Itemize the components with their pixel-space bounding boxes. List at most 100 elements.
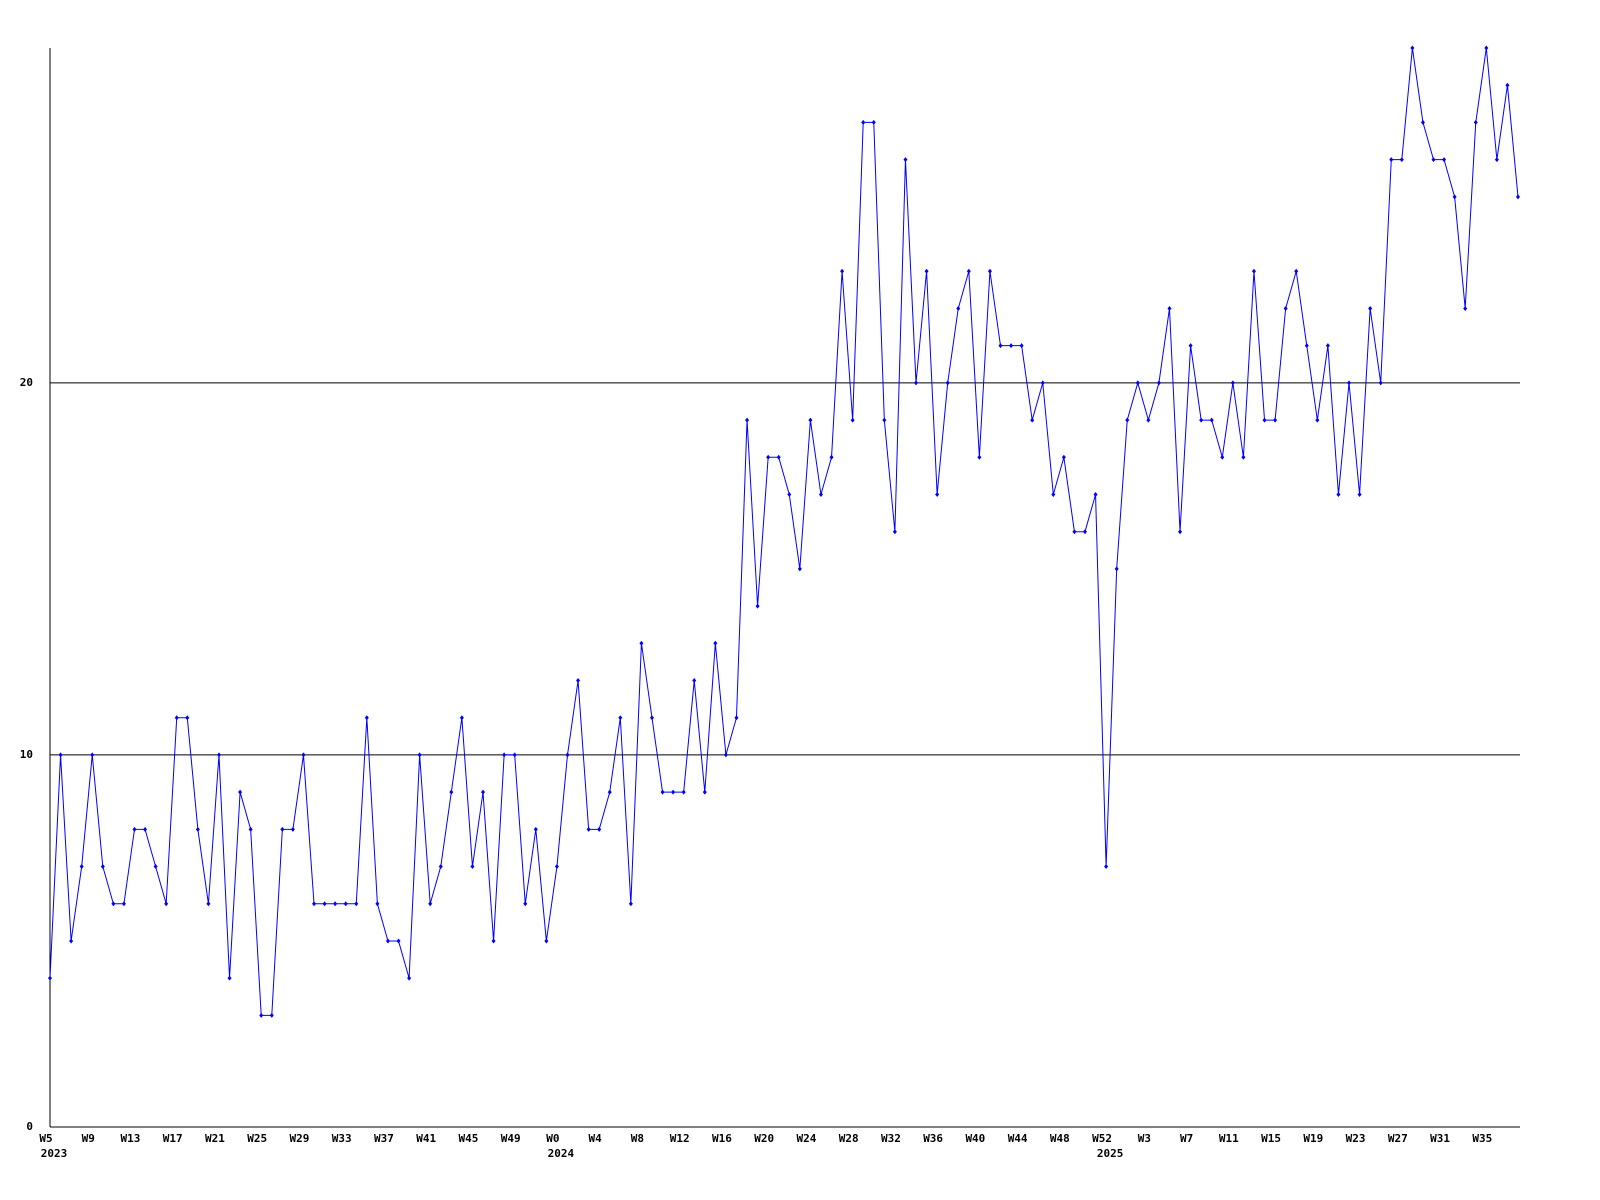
x-tick-label: W52: [1092, 1132, 1112, 1145]
x-tick-label: W49: [501, 1132, 521, 1145]
data-point: [861, 119, 866, 125]
data-point: [1347, 380, 1352, 386]
data-point: [333, 901, 338, 907]
data-point: [1484, 45, 1489, 51]
data-point: [523, 901, 528, 907]
data-point: [871, 119, 876, 125]
data-point: [491, 938, 496, 944]
data-point: [143, 826, 148, 832]
data-point: [924, 268, 929, 274]
data-point: [459, 715, 464, 721]
data-point: [301, 752, 306, 758]
x-tick-label: W25: [247, 1132, 267, 1145]
data-point: [966, 268, 971, 274]
data-point: [512, 752, 517, 758]
data-point: [375, 901, 380, 907]
data-point: [174, 715, 179, 721]
data-point: [671, 789, 676, 795]
data-point: [628, 901, 633, 907]
data-point: [1516, 194, 1520, 200]
data-point: [554, 864, 559, 870]
data-point: [1473, 119, 1478, 125]
data-point: [1378, 380, 1383, 386]
data-point: [1199, 417, 1204, 423]
x-tick-label: W23: [1346, 1132, 1366, 1145]
data-point: [185, 715, 190, 721]
data-point: [797, 566, 802, 572]
data-point: [1262, 417, 1267, 423]
x-tick-label: W44: [1008, 1132, 1028, 1145]
data-point: [121, 901, 126, 907]
year-label: 2023: [41, 1147, 68, 1160]
data-point: [1304, 343, 1309, 349]
data-point: [1463, 305, 1468, 311]
data-point: [1241, 454, 1246, 460]
data-point: [79, 864, 84, 870]
x-tick-label: W33: [332, 1132, 352, 1145]
data-point: [1368, 305, 1373, 311]
data-point: [58, 752, 63, 758]
data-point: [1040, 380, 1045, 386]
data-point: [1442, 157, 1447, 163]
data-point: [544, 938, 549, 944]
data-point: [396, 938, 401, 944]
data-point: [1420, 119, 1425, 125]
data-point: [48, 975, 52, 981]
data-point: [723, 752, 728, 758]
x-tick-label: W12: [670, 1132, 690, 1145]
data-point: [1093, 491, 1098, 497]
x-tick-label: W31: [1430, 1132, 1450, 1145]
x-tick-label: W4: [589, 1132, 603, 1145]
data-point: [153, 864, 158, 870]
x-tick-label: W41: [416, 1132, 436, 1145]
year-label: 2024: [548, 1147, 575, 1160]
data-point: [90, 752, 95, 758]
data-point: [312, 901, 317, 907]
x-tick-label: W32: [881, 1132, 901, 1145]
x-tick-label: W40: [965, 1132, 985, 1145]
x-tick-label: W19: [1303, 1132, 1323, 1145]
data-line: [49, 47, 1519, 1016]
data-point: [438, 864, 443, 870]
data-point: [808, 417, 813, 423]
data-point: [164, 901, 169, 907]
x-tick-label: W9: [82, 1132, 95, 1145]
data-point: [649, 715, 654, 721]
data-point: [1325, 343, 1330, 349]
x-tick-label: W8: [631, 1132, 644, 1145]
data-point: [195, 826, 200, 832]
data-point: [1494, 157, 1499, 163]
data-point: [227, 975, 232, 981]
data-point: [1336, 491, 1341, 497]
data-point: [449, 789, 454, 795]
data-point: [280, 826, 285, 832]
x-tick-label: W37: [374, 1132, 394, 1145]
data-point: [428, 901, 433, 907]
data-point: [1019, 343, 1024, 349]
x-tick-label: W13: [121, 1132, 141, 1145]
data-point: [502, 752, 507, 758]
x-tick-label: W20: [754, 1132, 774, 1145]
data-point: [576, 678, 581, 684]
data-point: [1082, 529, 1087, 535]
data-point: [987, 268, 992, 274]
data-point: [618, 715, 623, 721]
data-point: [660, 789, 665, 795]
x-tick-label: W11: [1219, 1132, 1239, 1145]
x-tick-label: W16: [712, 1132, 732, 1145]
x-tick-label: W28: [839, 1132, 859, 1145]
x-tick-label: W27: [1388, 1132, 1408, 1145]
data-point: [734, 715, 739, 721]
data-point: [565, 752, 570, 758]
data-point: [1315, 417, 1320, 423]
x-tick-label: W5: [39, 1132, 52, 1145]
data-point: [702, 789, 707, 795]
data-point: [1251, 268, 1256, 274]
x-tick-label: W35: [1472, 1132, 1492, 1145]
data-point: [1209, 417, 1214, 423]
data-point: [1135, 380, 1140, 386]
data-point: [1283, 305, 1288, 311]
data-point: [1030, 417, 1035, 423]
data-point: [481, 789, 486, 795]
